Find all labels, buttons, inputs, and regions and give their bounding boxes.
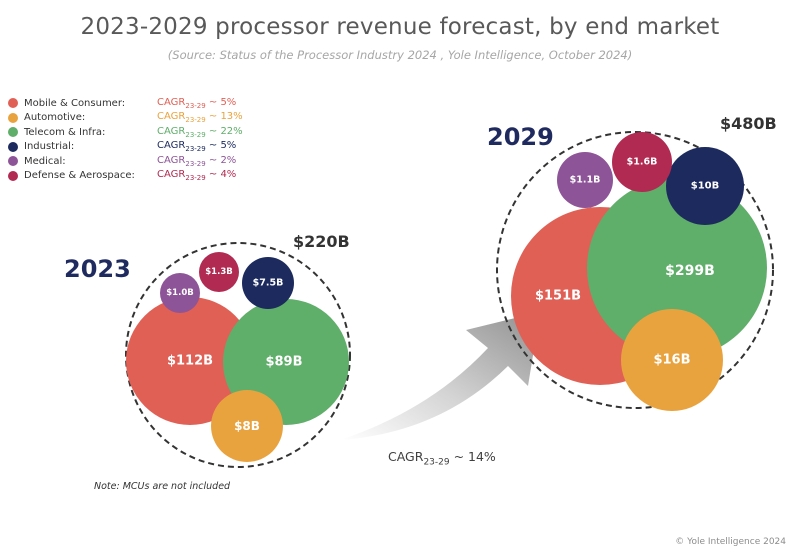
bubble-telecom-infra-2029 — [587, 178, 767, 358]
bubble-medical-2029 — [557, 152, 613, 208]
legend-dot-icon — [8, 170, 18, 181]
legend: Mobile & Consumer: CAGR23-29 ~ 5% Automo… — [8, 96, 243, 183]
legend-cagr: CAGR23-29 ~ 13% — [157, 111, 243, 125]
legend-label: Mobile & Consumer: — [24, 97, 126, 109]
total-outline-2023 — [125, 242, 351, 468]
legend-dot-icon — [8, 98, 18, 109]
legend-label: Automotive: — [24, 112, 86, 124]
legend-cagr: CAGR23-29 ~ 5% — [157, 96, 237, 110]
total-outline-2029 — [496, 131, 774, 409]
overall-cagr-label: CAGR23-29 ~ 14% — [388, 449, 496, 468]
legend-label: Industrial: — [24, 141, 75, 153]
chart-title: 2023-2029 processor revenue forecast, by… — [80, 14, 720, 40]
data-label-mobile-consumer-2029: $151B — [535, 289, 581, 304]
legend-label: Telecom & Infra: — [24, 126, 106, 138]
bubble-group-2023: $112B $89B $8B $7.5B $1.3B $1.0B — [125, 242, 351, 468]
legend-item-mobile-consumer: Mobile & Consumer: CAGR23-29 ~ 5% — [8, 96, 243, 111]
bubble-mobile-consumer-2023 — [126, 297, 254, 425]
legend-dot-icon — [8, 141, 18, 152]
data-label-automotive-2029: $16B — [653, 353, 690, 368]
legend-label: Defense & Aerospace: — [24, 170, 135, 182]
data-label-telecom-infra-2023: $89B — [265, 355, 302, 370]
legend-cagr: CAGR23-29 ~ 22% — [157, 125, 243, 139]
data-label-industrial-2029: $10B — [691, 181, 720, 192]
legend-dot-icon — [8, 112, 18, 123]
data-label-automotive-2023: $8B — [234, 419, 260, 433]
legend-item-industrial: Industrial: CAGR23-29 ~ 5% — [8, 140, 243, 155]
bubble-industrial-2023 — [242, 257, 294, 309]
data-label-defense-aerospace-2023: $1.3B — [205, 267, 232, 277]
bubble-industrial-2029 — [666, 147, 744, 225]
legend-item-defense-aerospace: Defense & Aerospace: CAGR23-29 ~ 4% — [8, 169, 243, 184]
data-label-medical-2023: $1.0B — [166, 288, 193, 298]
year-2029-label: 2029 — [487, 123, 554, 151]
data-label-medical-2029: $1.1B — [570, 175, 601, 186]
data-label-defense-aerospace-2029: $1.6B — [627, 157, 658, 168]
legend-cagr: CAGR23-29 ~ 4% — [157, 169, 237, 183]
legend-dot-icon — [8, 127, 18, 138]
legend-item-telecom-infra: Telecom & Infra: CAGR23-29 ~ 22% — [8, 125, 243, 140]
data-label-industrial-2023: $7.5B — [253, 278, 284, 289]
legend-label: Medical: — [24, 155, 66, 167]
bubble-group-2029: $151B $299B $16B $10B $1.6B $1.1B — [496, 131, 774, 411]
bubble-automotive-2029 — [621, 309, 723, 411]
total-2023-label: $220B — [293, 232, 350, 251]
bubble-medical-2023 — [160, 273, 200, 313]
growth-arrow-icon — [340, 312, 540, 440]
legend-cagr: CAGR23-29 ~ 2% — [157, 154, 237, 168]
legend-item-automotive: Automotive: CAGR23-29 ~ 13% — [8, 111, 243, 126]
legend-cagr: CAGR23-29 ~ 5% — [157, 140, 237, 154]
year-2023-label: 2023 — [64, 255, 131, 283]
bubble-defense-aerospace-2029 — [612, 132, 672, 192]
bubble-automotive-2023 — [211, 390, 283, 462]
total-2029-label: $480B — [720, 114, 777, 133]
bubble-defense-aerospace-2023 — [199, 252, 239, 292]
chart-subtitle: (Source: Status of the Processor Industr… — [167, 48, 633, 62]
data-label-telecom-infra-2029: $299B — [665, 263, 715, 279]
legend-dot-icon — [8, 156, 18, 167]
legend-item-medical: Medical: CAGR23-29 ~ 2% — [8, 154, 243, 169]
data-label-mobile-consumer-2023: $112B — [167, 354, 213, 369]
copyright: © Yole Intelligence 2024 — [675, 537, 786, 547]
footnote: Note: MCUs are not included — [94, 481, 231, 492]
